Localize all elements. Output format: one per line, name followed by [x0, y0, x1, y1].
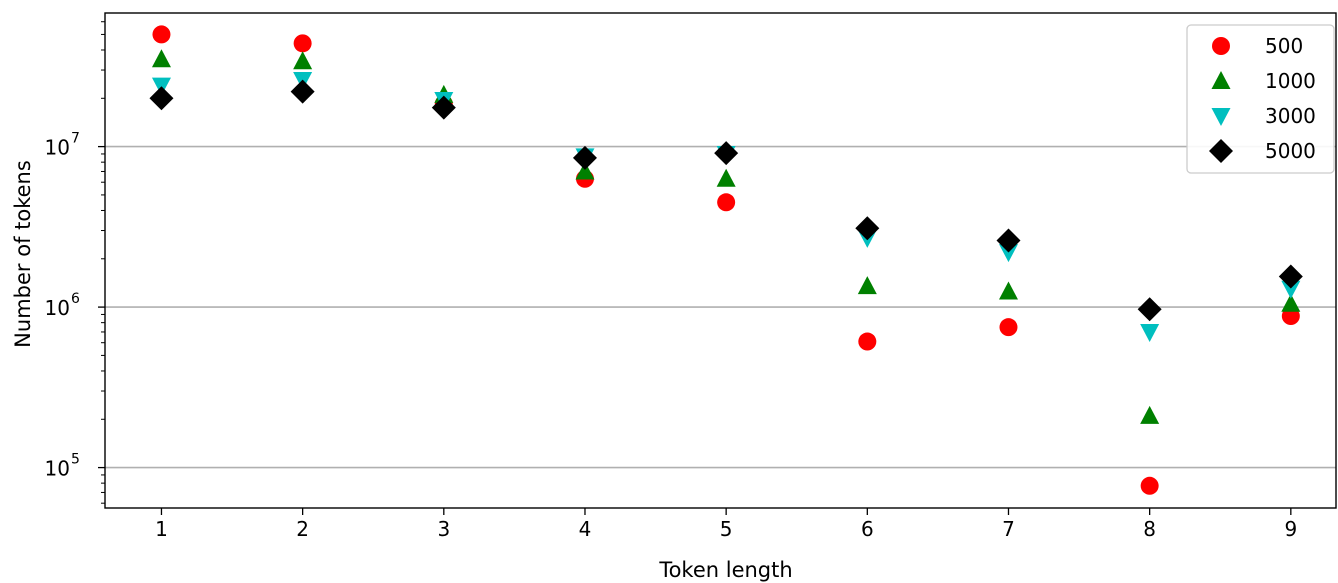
data-point [1140, 476, 1159, 495]
legend-marker [1212, 37, 1230, 55]
data-point [152, 25, 171, 44]
y-tick-exponent: 6 [71, 291, 80, 307]
y-tick-base: 10 [45, 296, 70, 320]
legend-marker [1211, 71, 1231, 89]
data-point [149, 86, 174, 111]
data-point [717, 193, 736, 212]
legend-label: 3000 [1265, 104, 1316, 128]
data-point [293, 51, 313, 70]
data-point [858, 332, 877, 351]
legend-marker [1211, 108, 1231, 126]
data-point [1281, 280, 1301, 299]
legend-item: 3000 [1211, 104, 1316, 128]
x-tick-label: 7 [1002, 517, 1015, 541]
data-point [996, 228, 1021, 253]
data-point [716, 168, 736, 187]
data-point [998, 281, 1018, 300]
data-point [857, 276, 877, 295]
x-tick-label: 3 [437, 517, 450, 541]
series-500 [152, 25, 1300, 495]
data-point [998, 244, 1018, 263]
y-tick-exponent: 5 [71, 452, 80, 468]
y-tick-label: 10 5 [45, 452, 80, 481]
series-1000 [151, 49, 1301, 424]
data-point [999, 318, 1018, 337]
data-points [149, 25, 1303, 495]
legend-box [1186, 24, 1335, 174]
series-5000 [149, 79, 1303, 322]
legend-label: 5000 [1265, 139, 1316, 163]
legend-item: 500 [1212, 34, 1303, 58]
legend: 500 1000 3000 5000 [1186, 24, 1335, 174]
x-tick-label: 5 [720, 517, 733, 541]
y-tick-label: 10 7 [45, 131, 80, 160]
y-tick-label: 10 6 [45, 291, 80, 320]
x-tick-label: 2 [296, 517, 309, 541]
x-tick-label: 4 [579, 517, 592, 541]
data-point [1278, 264, 1303, 289]
legend-item: 5000 [1209, 139, 1316, 163]
data-point [1140, 405, 1160, 424]
data-point [855, 216, 880, 241]
y-tick-base: 10 [45, 136, 70, 160]
legend-marker [1209, 139, 1233, 163]
legend-item: 1000 [1211, 69, 1316, 93]
data-point [1137, 297, 1162, 322]
y-axis-label: Number of tokens [11, 160, 35, 348]
data-point [290, 79, 315, 104]
data-point [714, 141, 739, 166]
plot-frame [104, 12, 1337, 509]
data-point [1281, 293, 1301, 312]
data-point [293, 34, 312, 53]
y-tick-exponent: 7 [71, 131, 80, 147]
data-point [431, 95, 456, 120]
legend-label: 1000 [1265, 69, 1316, 93]
data-point [575, 161, 595, 180]
x-tick-label: 6 [861, 517, 874, 541]
legend-label: 500 [1265, 34, 1303, 58]
data-point [1140, 323, 1160, 342]
x-tick-label: 1 [155, 517, 168, 541]
x-axis-label: Token length [658, 558, 792, 582]
data-point [572, 145, 597, 170]
x-axis-ticks: 1 2 3 4 5 6 7 8 9 [155, 508, 1297, 541]
x-tick-label: 8 [1143, 517, 1156, 541]
y-tick-base: 10 [45, 457, 70, 481]
x-tick-label: 9 [1284, 517, 1297, 541]
data-point [151, 49, 171, 68]
